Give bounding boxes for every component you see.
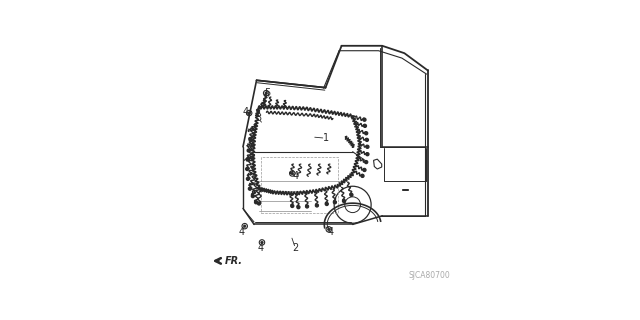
- Circle shape: [333, 201, 337, 204]
- Circle shape: [361, 174, 364, 177]
- Text: 2: 2: [292, 243, 299, 253]
- Circle shape: [243, 225, 246, 228]
- Circle shape: [342, 200, 346, 203]
- Circle shape: [252, 195, 254, 197]
- Text: 5: 5: [264, 88, 270, 98]
- Text: 4: 4: [293, 172, 299, 181]
- Circle shape: [291, 172, 294, 175]
- Circle shape: [265, 92, 268, 94]
- Text: 4: 4: [238, 227, 244, 237]
- Circle shape: [365, 132, 367, 135]
- Circle shape: [248, 187, 252, 190]
- Circle shape: [246, 158, 250, 161]
- Circle shape: [246, 177, 250, 180]
- Circle shape: [364, 124, 367, 127]
- Circle shape: [247, 149, 250, 152]
- Circle shape: [363, 118, 366, 121]
- Circle shape: [249, 138, 252, 141]
- Text: SJCA80700: SJCA80700: [408, 271, 450, 280]
- Circle shape: [316, 204, 318, 207]
- Circle shape: [366, 145, 369, 148]
- Circle shape: [291, 204, 294, 207]
- Circle shape: [350, 193, 353, 196]
- Text: 3: 3: [255, 114, 262, 124]
- Circle shape: [305, 205, 308, 208]
- Circle shape: [255, 201, 257, 204]
- Text: 4: 4: [243, 107, 248, 117]
- Text: FR.: FR.: [225, 256, 243, 266]
- Circle shape: [257, 202, 260, 205]
- Circle shape: [366, 153, 369, 156]
- Circle shape: [246, 167, 249, 171]
- Text: 1: 1: [323, 133, 328, 143]
- Text: 4: 4: [258, 243, 264, 253]
- Text: 4: 4: [328, 227, 333, 237]
- Circle shape: [325, 203, 328, 205]
- Circle shape: [260, 241, 263, 244]
- Circle shape: [248, 112, 250, 114]
- Circle shape: [297, 206, 300, 209]
- Circle shape: [365, 139, 369, 141]
- Circle shape: [365, 161, 367, 164]
- Circle shape: [328, 228, 330, 231]
- Circle shape: [363, 169, 366, 172]
